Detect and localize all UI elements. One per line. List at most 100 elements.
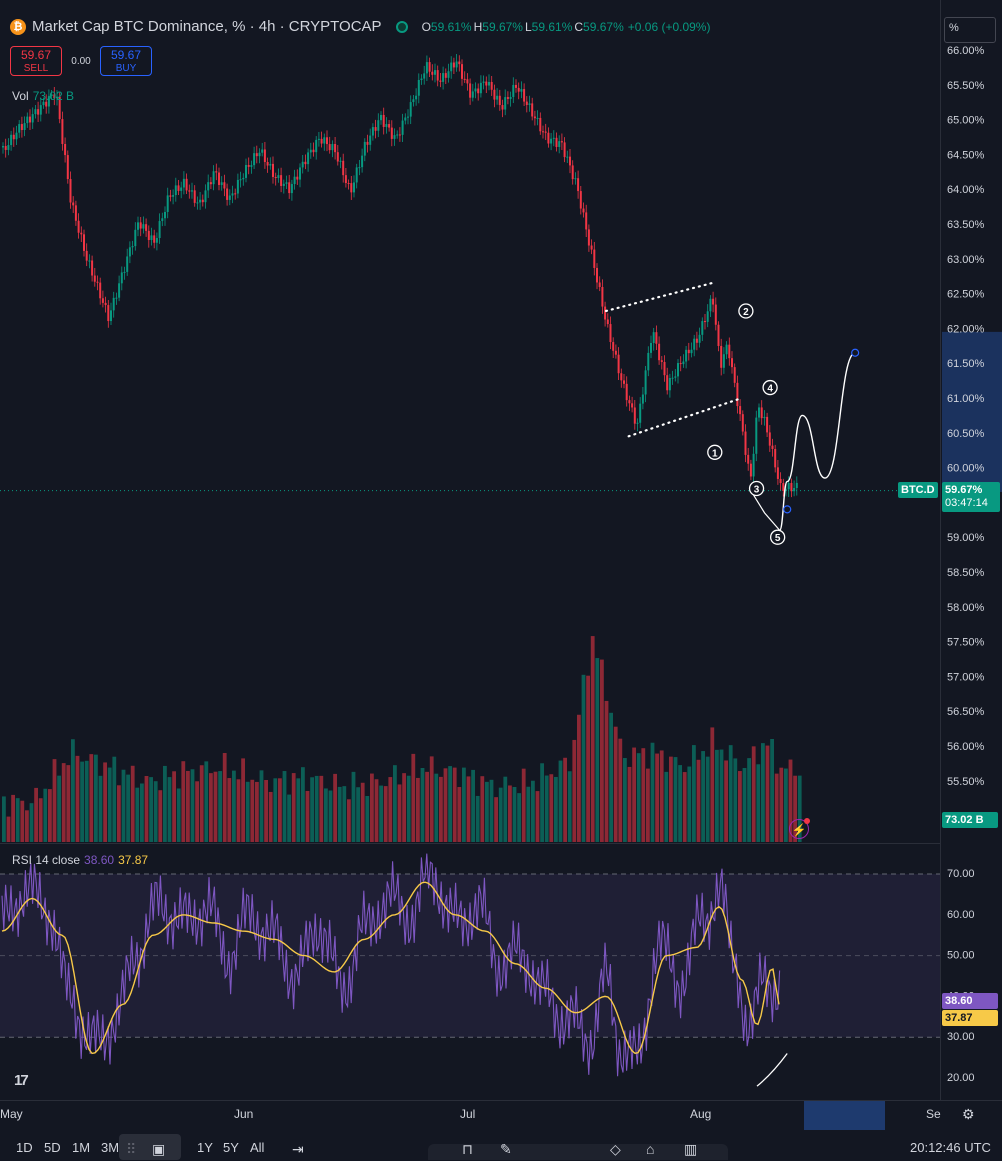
candle-body	[115, 297, 118, 299]
candle-body	[763, 416, 766, 419]
volume-bar	[434, 773, 439, 842]
candle-body	[463, 78, 466, 80]
candle-body	[512, 84, 515, 97]
volume-bar	[199, 765, 204, 842]
volume-bar	[535, 791, 540, 842]
candle-body	[482, 81, 485, 83]
candle-body	[234, 193, 237, 195]
candle-body	[558, 141, 561, 147]
price-pane[interactable]: 1 2 3 4 5 ₿ Market Cap BTC Dominance, % · 4h…	[0, 0, 940, 843]
candle-body	[496, 95, 499, 100]
candle-body	[650, 342, 652, 353]
candle-body	[23, 123, 26, 131]
candle-body	[393, 135, 396, 139]
layout-icon[interactable]: ⊓	[462, 1141, 473, 1157]
volume-bar	[489, 779, 494, 842]
trash-icon[interactable]: ▥	[684, 1141, 698, 1157]
timeframe-5y[interactable]: 5Y	[223, 1140, 239, 1155]
sell-price: 59.67	[20, 48, 52, 62]
volume-bar	[595, 658, 600, 842]
scale-mode-button[interactable]: %	[944, 17, 996, 43]
price-chart[interactable]: 1 2 3 4 5	[0, 0, 940, 843]
candle-body	[469, 83, 472, 98]
volume-bar	[388, 777, 393, 842]
candle-body	[139, 222, 142, 229]
market-status-icon[interactable]	[395, 20, 408, 33]
price-axis-tick: 61.00%	[947, 393, 985, 405]
candle-body	[4, 146, 7, 150]
volume-bar	[682, 772, 687, 842]
candle-body	[571, 165, 574, 180]
candle-body	[223, 182, 226, 189]
rsi-chart[interactable]	[0, 844, 940, 1101]
lock-icon[interactable]: ⌂	[646, 1141, 655, 1157]
price-axis[interactable]: 66.00% 65.50% 65.00% 64.50% 64.00% 63.50% 63.0…	[940, 0, 1002, 1100]
candle-body	[401, 120, 404, 135]
rsi-pane[interactable]	[0, 843, 940, 1101]
volume-bar	[158, 790, 163, 842]
pencil-icon[interactable]: ✎	[500, 1141, 512, 1157]
volume-legend[interactable]: Vol 73.02 B	[12, 89, 74, 103]
volume-bar	[687, 766, 692, 842]
volume-bar	[310, 777, 314, 842]
timeframe-all[interactable]: All	[250, 1140, 265, 1155]
price-axis-tick: 65.50%	[947, 80, 985, 92]
buy-button[interactable]: 59.67 BUY	[100, 46, 152, 76]
volume-bar	[153, 781, 158, 842]
candle-body	[617, 354, 620, 374]
eraser-icon[interactable]: ◇	[610, 1141, 621, 1157]
candle-body	[787, 482, 790, 490]
candle-body	[674, 376, 677, 378]
candle-body	[61, 119, 64, 144]
volume-bar	[420, 767, 425, 842]
volume-bar	[333, 773, 337, 842]
wave-label-2: 2	[743, 307, 749, 318]
candle-body	[388, 124, 391, 128]
volume-bar	[733, 758, 738, 842]
candle-body	[326, 137, 328, 145]
timeframe-1y[interactable]: 1Y	[197, 1140, 213, 1155]
candle-body	[147, 230, 150, 241]
volume-bar	[797, 775, 802, 842]
candle-body	[636, 422, 639, 424]
volume-bar	[66, 765, 71, 842]
volume-bar	[213, 771, 218, 842]
candle-body	[639, 403, 642, 423]
candle-body	[741, 414, 744, 432]
volume-bar	[374, 779, 379, 842]
price-axis-tick: 60.50%	[947, 428, 985, 440]
candle-body	[531, 103, 534, 117]
candle-body	[312, 149, 315, 153]
candle-body	[652, 332, 655, 343]
volume-bar	[719, 749, 724, 842]
volume-bar	[57, 775, 61, 842]
settings-gear-icon[interactable]: ⚙	[962, 1106, 975, 1122]
chart-header: ₿ Market Cap BTC Dominance, % · 4h · CRY…	[10, 18, 712, 35]
ohlc-low: 59.61%	[531, 19, 573, 34]
candle-body	[355, 167, 358, 183]
volume-bar	[259, 770, 264, 842]
volume-bar	[411, 753, 416, 842]
candle-body	[695, 338, 698, 343]
goto-date-icon[interactable]: ⇥	[292, 1141, 304, 1157]
timeframe-1m[interactable]: 1M	[72, 1140, 91, 1155]
candle-body	[339, 160, 342, 162]
candle-body	[766, 416, 769, 433]
volume-bar	[337, 786, 342, 842]
timeframe-1d[interactable]: 1D	[16, 1140, 33, 1155]
rsi-legend[interactable]: RSI 14 close 38.60 37.87	[12, 853, 148, 867]
candle-body	[209, 182, 212, 185]
wave-label-1: 1	[712, 448, 718, 459]
timeframe-3m[interactable]: 3M	[101, 1140, 120, 1155]
alert-bolt-icon[interactable]: ⚡	[789, 818, 810, 839]
image-icon[interactable]: ▣	[152, 1141, 166, 1157]
volume-bar	[618, 738, 623, 842]
volume-bar	[370, 773, 374, 842]
sell-button[interactable]: 59.67 SELL	[10, 46, 62, 76]
rsi-label: RSI 14 close	[12, 853, 81, 867]
candle-body	[258, 152, 261, 157]
candle-body	[2, 146, 4, 148]
volume-bar	[659, 750, 664, 842]
timeframe-5d[interactable]: 5D	[44, 1140, 61, 1155]
drag-handle-icon[interactable]: ⠿	[126, 1141, 137, 1157]
